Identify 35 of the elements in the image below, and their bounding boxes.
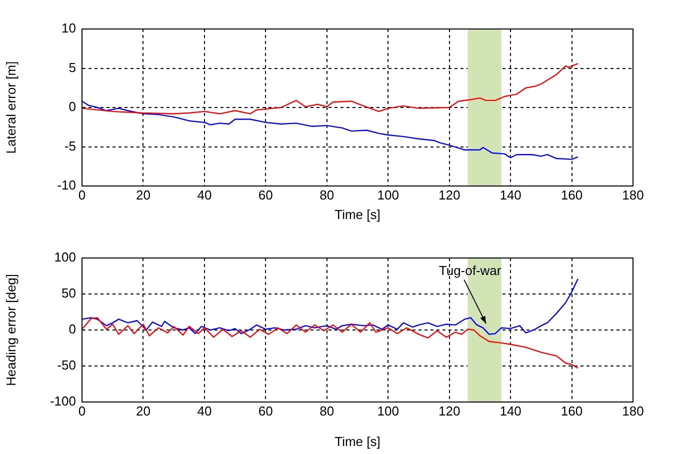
y-tick-label: 10 — [62, 20, 76, 36]
y-tick-label: -5 — [64, 138, 76, 154]
x-axis-title: Time [s] — [334, 206, 380, 222]
x-tick-label: 20 — [136, 403, 150, 418]
x-tick-label: 80 — [320, 403, 334, 418]
y-tick-label: -100 — [50, 394, 76, 409]
x-axis-title: Time [s] — [334, 434, 380, 449]
x-tick-label: 140 — [500, 403, 522, 418]
y-tick-label: 0 — [68, 99, 76, 114]
y-axis-title: Heading error [deg] — [3, 274, 18, 386]
y-tick-label: 5 — [68, 60, 76, 75]
x-tick-label: 120 — [438, 187, 460, 202]
x-tick-label: 0 — [78, 403, 86, 418]
y-tick-label: 0 — [68, 322, 76, 337]
x-tick-label: 20 — [136, 187, 150, 202]
x-tick-label: 80 — [320, 187, 334, 202]
x-tick-label: 120 — [438, 403, 460, 418]
x-tick-label: 160 — [560, 403, 583, 418]
x-tick-label: 180 — [622, 403, 644, 418]
annotation: Tug-of-war — [438, 262, 502, 278]
y-axis-title: Lateral error [m] — [3, 61, 18, 154]
y-tick-label: -10 — [57, 178, 76, 193]
y-tick-label: 50 — [62, 286, 76, 301]
x-tick-label: 100 — [377, 403, 399, 418]
x-tick-label: 180 — [622, 187, 644, 202]
y-tick-label: 100 — [54, 250, 76, 265]
x-tick-label: 60 — [258, 403, 273, 418]
x-tick-label: 40 — [197, 403, 212, 418]
x-tick-label: 140 — [500, 187, 522, 202]
x-tick-label: 60 — [258, 187, 273, 202]
y-tick-label: -50 — [57, 358, 76, 373]
x-tick-label: 40 — [197, 187, 212, 202]
x-tick-label: 0 — [78, 187, 86, 202]
x-tick-label: 160 — [560, 187, 583, 202]
x-tick-label: 100 — [377, 187, 399, 202]
